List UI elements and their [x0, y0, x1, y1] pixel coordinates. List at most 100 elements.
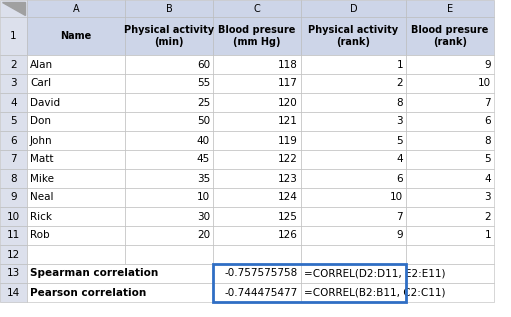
Text: 30: 30 [197, 211, 210, 222]
Bar [406, 188, 494, 207]
Text: 120: 120 [278, 98, 298, 107]
Text: C: C [253, 3, 261, 14]
Text: Neal: Neal [30, 192, 54, 203]
Bar [0, 150, 27, 169]
Bar [125, 169, 213, 188]
Text: Blood presure
(rank): Blood presure (rank) [411, 25, 489, 47]
Text: -0.757575758: -0.757575758 [225, 268, 298, 279]
Text: Name: Name [60, 31, 91, 41]
Bar [301, 188, 406, 207]
Text: 124: 124 [278, 192, 298, 203]
Bar [0, 93, 27, 112]
Text: Carl: Carl [30, 79, 51, 88]
Bar [27, 245, 125, 264]
Text: John: John [30, 135, 53, 146]
Text: 20: 20 [197, 230, 210, 241]
Text: Physical activity
(rank): Physical activity (rank) [309, 25, 399, 47]
Text: David: David [30, 98, 60, 107]
Text: 4: 4 [10, 98, 17, 107]
Text: 9: 9 [10, 192, 17, 203]
Text: 121: 121 [278, 117, 298, 126]
Text: 6: 6 [397, 173, 403, 184]
Bar [27, 93, 125, 112]
Text: 7: 7 [484, 98, 491, 107]
Bar [27, 0, 125, 17]
Text: Matt: Matt [30, 154, 54, 165]
Bar [0, 264, 27, 283]
Text: 8: 8 [484, 135, 491, 146]
Bar [213, 188, 301, 207]
Text: Pearson correlation: Pearson correlation [30, 288, 146, 297]
Bar [301, 93, 406, 112]
Bar [406, 169, 494, 188]
Bar [301, 131, 406, 150]
Bar [301, 0, 406, 17]
Bar [301, 74, 406, 93]
Bar [213, 131, 301, 150]
Bar [406, 226, 494, 245]
Text: 3: 3 [484, 192, 491, 203]
Bar [406, 55, 494, 74]
Bar [0, 112, 27, 131]
Bar [406, 207, 494, 226]
Bar [301, 169, 406, 188]
Text: Rick: Rick [30, 211, 52, 222]
Bar [0, 0, 27, 17]
Bar [0, 55, 27, 74]
Text: 10: 10 [478, 79, 491, 88]
Bar [27, 264, 213, 283]
Text: 55: 55 [197, 79, 210, 88]
Text: Don: Don [30, 117, 51, 126]
Text: 123: 123 [278, 173, 298, 184]
Bar [213, 207, 301, 226]
Bar [125, 207, 213, 226]
Bar [27, 17, 125, 55]
Bar [213, 17, 301, 55]
Bar [0, 74, 27, 93]
Bar [301, 264, 406, 283]
Bar [406, 150, 494, 169]
Bar [27, 207, 125, 226]
Bar [213, 55, 301, 74]
Bar [125, 93, 213, 112]
Bar [406, 0, 494, 17]
Text: 4: 4 [484, 173, 491, 184]
Bar [301, 112, 406, 131]
Text: 126: 126 [278, 230, 298, 241]
Bar [0, 207, 27, 226]
Text: Alan: Alan [30, 60, 53, 69]
Bar [125, 131, 213, 150]
Text: 1: 1 [10, 31, 17, 41]
Text: 12: 12 [7, 249, 20, 260]
Bar [213, 283, 301, 302]
Bar [406, 264, 494, 283]
Text: 40: 40 [197, 135, 210, 146]
Bar [406, 245, 494, 264]
Bar [301, 283, 406, 302]
Text: B: B [166, 3, 172, 14]
Bar [125, 17, 213, 55]
Bar [213, 74, 301, 93]
Text: 118: 118 [278, 60, 298, 69]
Text: Mike: Mike [30, 173, 54, 184]
Text: 1: 1 [484, 230, 491, 241]
Bar [213, 226, 301, 245]
Text: 7: 7 [10, 154, 17, 165]
Bar [301, 17, 406, 55]
Text: 14: 14 [7, 288, 20, 297]
Text: =CORREL(D2:D11, E2:E11): =CORREL(D2:D11, E2:E11) [304, 268, 446, 279]
Bar [125, 0, 213, 17]
Bar [301, 245, 406, 264]
Text: 45: 45 [197, 154, 210, 165]
Bar [213, 169, 301, 188]
Bar [27, 283, 213, 302]
Text: 6: 6 [10, 135, 17, 146]
Text: 119: 119 [278, 135, 298, 146]
Text: A: A [73, 3, 79, 14]
Bar [27, 226, 125, 245]
Bar [0, 131, 27, 150]
Text: -0.744475477: -0.744475477 [225, 288, 298, 297]
Bar [213, 264, 301, 283]
Text: 2: 2 [10, 60, 17, 69]
Text: 50: 50 [197, 117, 210, 126]
